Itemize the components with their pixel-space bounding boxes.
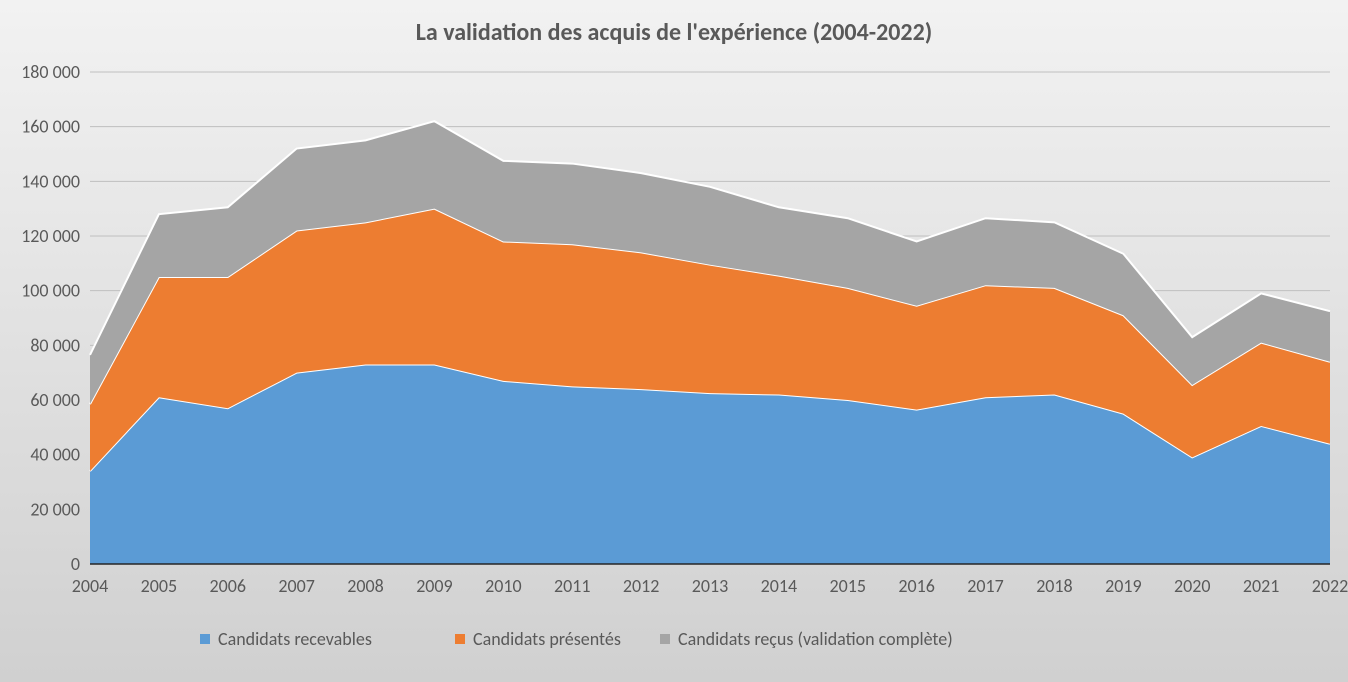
x-tick-label: 2020 (1174, 575, 1211, 597)
y-tick-label: 0 (71, 553, 80, 575)
x-tick-label: 2016 (898, 575, 935, 597)
y-tick-label: 80 000 (30, 334, 80, 356)
x-tick-label: 2005 (141, 575, 178, 597)
x-tick-label: 2004 (72, 575, 109, 597)
y-tick-label: 100 000 (21, 280, 80, 302)
x-tick-label: 2007 (278, 575, 315, 597)
legend-label-1: Candidats présentés (473, 628, 621, 650)
chart-title: La validation des acquis de l'expérience… (416, 18, 932, 47)
x-tick-label: 2014 (761, 575, 798, 597)
x-tick-label: 2017 (967, 575, 1004, 597)
legend-label-2: Candidats reçus (validation complète) (678, 628, 953, 650)
legend-label-0: Candidats recevables (218, 628, 372, 650)
legend-swatch-0 (200, 634, 210, 644)
x-tick-label: 2019 (1105, 575, 1142, 597)
legend-swatch-2 (660, 634, 670, 644)
y-tick-label: 20 000 (30, 498, 80, 520)
legend-swatch-1 (455, 634, 465, 644)
x-tick-label: 2022 (1312, 575, 1348, 597)
x-tick-label: 2018 (1036, 575, 1073, 597)
vae-stacked-area-chart: La validation des acquis de l'expérience… (0, 0, 1348, 682)
x-tick-label: 2012 (623, 575, 660, 597)
y-tick-label: 120 000 (21, 225, 80, 247)
x-tick-label: 2010 (485, 575, 522, 597)
x-tick-label: 2006 (210, 575, 247, 597)
x-tick-label: 2009 (416, 575, 453, 597)
y-tick-label: 140 000 (21, 170, 80, 192)
x-tick-label: 2008 (347, 575, 384, 597)
x-tick-label: 2011 (554, 575, 591, 597)
x-tick-label: 2015 (830, 575, 867, 597)
x-tick-label: 2013 (692, 575, 729, 597)
y-tick-label: 60 000 (30, 389, 80, 411)
x-tick-label: 2021 (1243, 575, 1280, 597)
y-tick-label: 40 000 (30, 444, 80, 466)
y-tick-label: 180 000 (21, 61, 80, 83)
y-tick-label: 160 000 (21, 116, 80, 138)
